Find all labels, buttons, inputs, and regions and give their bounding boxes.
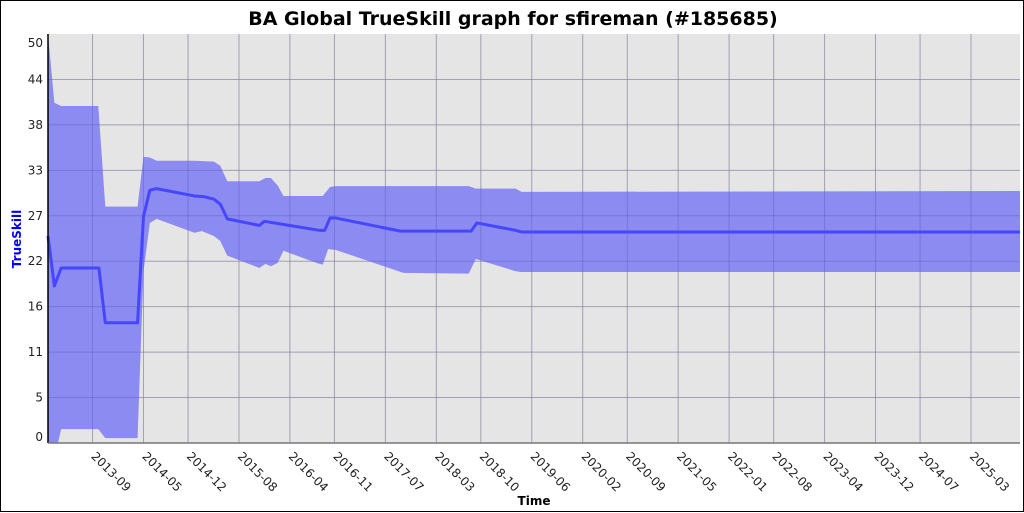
- y-tick-label: 11: [28, 345, 43, 359]
- y-tick-label: 0: [35, 430, 43, 444]
- x-tick-label: 2019-06: [528, 449, 573, 494]
- y-tick-label: 50: [28, 36, 43, 50]
- x-tick-label: 2016-11: [330, 449, 375, 494]
- x-tick-label: 2023-04: [820, 449, 865, 494]
- x-tick-label: 2013-09: [88, 449, 133, 494]
- axes: [47, 34, 1020, 444]
- y-axis-label: TrueSkill: [10, 210, 24, 268]
- x-tick-label: 2022-01: [725, 449, 770, 494]
- x-tick-label: 2014-12: [184, 449, 229, 494]
- y-tick-label: 27: [28, 209, 43, 223]
- x-tick-label: 2017-07: [381, 449, 426, 494]
- x-tick-label: 2020-02: [579, 449, 624, 494]
- x-tick-label: 2024-07: [916, 449, 961, 494]
- y-tick-label: 33: [28, 163, 43, 177]
- y-tick-label: 16: [28, 300, 43, 314]
- x-axis-label: Time: [518, 494, 551, 508]
- y-tick-label: 22: [28, 254, 43, 268]
- y-tick-label: 44: [28, 72, 43, 86]
- x-tick-label: 2025-03: [967, 449, 1012, 494]
- x-tick-label: 2023-12: [871, 449, 916, 494]
- grid-overlay: [48, 34, 1020, 443]
- trueskill-mean-line: [46, 187, 1020, 325]
- x-tick-label: 2021-05: [674, 449, 719, 494]
- uncertainty-band: [48, 34, 1020, 443]
- x-tick-label: 2014-05: [139, 449, 184, 494]
- x-tick-label: 2016-04: [286, 449, 331, 494]
- x-tick-label: 2018-03: [432, 449, 477, 494]
- x-tick-labels: 2013-09 2014-05 2014-12 2015-08 2016-04 2016-…: [88, 449, 1012, 494]
- x-tick-label: 2022-08: [770, 449, 815, 494]
- x-tick-label: 2020-09: [623, 449, 668, 494]
- y-tick-labels: 0 5 11 16 22 27 33 38 44 50: [28, 36, 43, 444]
- y-tick-label: 5: [35, 391, 43, 405]
- x-tick-label: 2018-10: [477, 449, 522, 494]
- chart-title: BA Global TrueSkill graph for sfireman (…: [248, 8, 778, 30]
- x-tick-label: 2015-08: [235, 449, 280, 494]
- y-tick-label: 38: [28, 118, 43, 132]
